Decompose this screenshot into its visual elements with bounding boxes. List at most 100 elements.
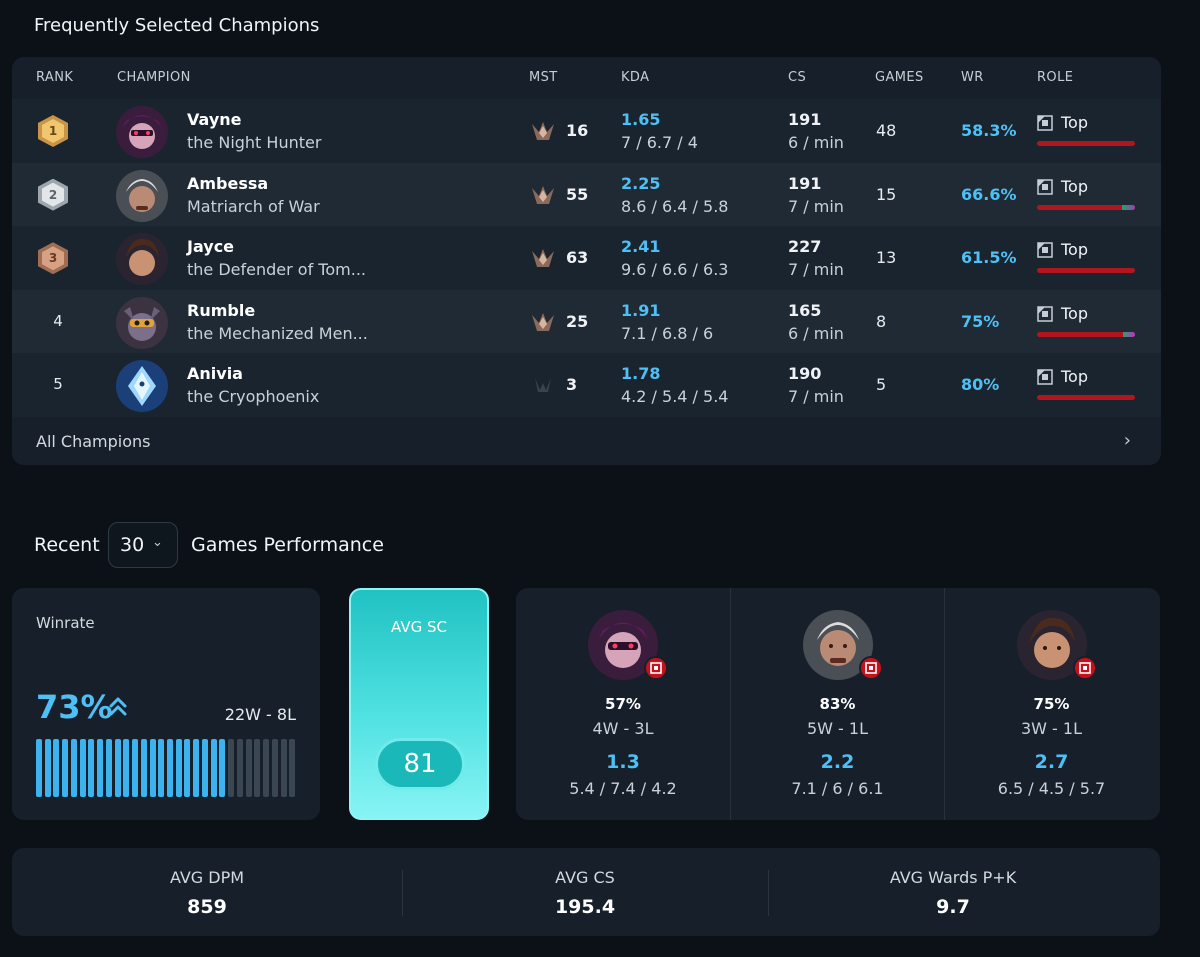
champion-title: the Cryophoenix [187, 387, 320, 407]
top-champions-card: 57% 4W - 3L 1.3 5.4 / 7.4 / 4.2 83% 5W -… [516, 588, 1160, 820]
cs-per-min: 6 / min [788, 323, 844, 343]
games-count-select[interactable]: 30 ⌄ [108, 522, 178, 568]
table-row[interactable]: 3 Jayce the Defender of Tom... 63 2.41 9… [12, 226, 1161, 291]
loss-bar [263, 739, 270, 797]
kda-line: 7.1 / 6.8 / 6 [621, 323, 714, 343]
mastery-icon [532, 185, 554, 204]
mastery-value: 3 [566, 375, 578, 395]
double-chevron-up-icon [109, 697, 127, 716]
games-count: 13 [876, 248, 897, 268]
avg-sc-title: AVG SC [391, 618, 447, 636]
role-label: Top [1061, 113, 1088, 132]
win-bar [123, 739, 130, 797]
recent-label: Recent [34, 534, 100, 556]
top-champion-winrate: 75% [1033, 695, 1070, 713]
role-share-bar [1037, 395, 1135, 401]
header-kda: KDA [621, 70, 650, 85]
loss-bar [236, 739, 243, 797]
winrate-value: 58.3% [961, 121, 1017, 140]
chevron-down-icon: ⌄ [152, 535, 163, 550]
role-label: Top [1061, 303, 1088, 323]
win-bar [70, 739, 77, 797]
divider [402, 870, 403, 916]
winrate-card: Winrate 73% 22W - 8L [12, 588, 320, 820]
stat-value: 195.4 [554, 896, 616, 918]
table-row[interactable]: 1 Vayne the Night Hunter 16 1.65 7 / 6.7… [12, 99, 1161, 163]
champion-title: Matriarch of War [187, 196, 320, 216]
win-bar [158, 739, 165, 797]
avg-dpm-stat: AVG DPM 859 [12, 848, 402, 936]
kda-line: 8.6 / 6.4 / 5.8 [621, 196, 729, 216]
role-share-bar [1037, 268, 1135, 274]
winrate-value: 75% [961, 311, 1000, 331]
kda-ratio: 1.65 [621, 110, 661, 129]
champion-title: the Night Hunter [187, 133, 322, 152]
kda-ratio: 2.41 [621, 237, 661, 257]
winrate-title: Winrate [36, 614, 95, 632]
win-bar [140, 739, 147, 797]
win-bar [97, 739, 104, 797]
all-champions-link[interactable]: All Champions › [12, 417, 1161, 465]
section-title: Frequently Selected Champions [34, 15, 320, 36]
rank-number: 5 [53, 375, 63, 394]
win-bar [149, 739, 156, 797]
win-bar [36, 739, 42, 797]
header-cs: CS [788, 70, 807, 85]
header-games: GAMES [875, 70, 924, 85]
top-champion: 83% 5W - 1L 2.2 7.1 / 6 / 6.1 [730, 588, 944, 820]
rank-medal-icon: 2 [38, 178, 68, 211]
games-count: 48 [876, 121, 897, 140]
win-bar [219, 739, 226, 797]
winrate-record: 22W - 8L [224, 705, 296, 724]
header-mst: MST [529, 70, 558, 85]
role-top-icon [1037, 369, 1053, 386]
role-bar-secondary [1122, 204, 1135, 210]
rank-number: 3 [48, 251, 58, 266]
winrate-game-bars [36, 739, 298, 797]
loss-bar [228, 739, 235, 797]
top-champion-record: 5W - 1L [806, 719, 869, 738]
top-champion-winrate: 57% [605, 695, 641, 713]
role-label: Top [1061, 240, 1088, 260]
win-bar [167, 739, 173, 797]
top-champion-kda: 6.5 / 4.5 / 5.7 [997, 779, 1106, 798]
champion-name: Vayne [187, 110, 242, 129]
champion-avatar [116, 233, 168, 286]
top-champion-kda: 5.4 / 7.4 / 4.2 [569, 779, 677, 798]
mastery-icon [532, 122, 554, 140]
rank-number: 4 [53, 311, 63, 330]
role-label: Top [1061, 367, 1088, 387]
mastery-icon [535, 378, 551, 393]
role-top-icon [1037, 306, 1053, 322]
games-count: 15 [876, 184, 897, 204]
table-row[interactable]: 2 Ambessa Matriarch of War 55 2.25 8.6 /… [12, 162, 1161, 227]
kda-ratio: 2.25 [621, 173, 661, 193]
champion-avatar [803, 610, 873, 680]
table-row[interactable]: 4 Rumble the Mechanized Men... 25 1.91 7… [12, 289, 1161, 354]
header-wr: WR [961, 70, 984, 85]
kda-ratio: 1.78 [621, 364, 661, 384]
games-performance-label: Games Performance [191, 534, 384, 556]
cs-value: 165 [788, 300, 822, 320]
win-bar [105, 739, 112, 797]
champion-avatar [116, 169, 168, 222]
win-bar [62, 739, 69, 797]
loss-bar [271, 739, 278, 797]
stat-label: AVG CS [555, 868, 615, 887]
top-champion-winrate: 83% [819, 695, 856, 713]
champion-avatar [116, 106, 168, 158]
avg-cs-stat: AVG CS 195.4 [402, 848, 768, 936]
champion-name: Anivia [187, 364, 243, 384]
win-bar [53, 739, 60, 797]
table-row[interactable]: 5 Anivia the Cryophoenix 3 1.78 4.2 / 5.… [12, 353, 1161, 418]
all-champions-label: All Champions [36, 432, 151, 451]
cs-per-min: 7 / min [788, 387, 844, 407]
header-rank: RANK [36, 70, 74, 85]
stat-label: AVG DPM [169, 868, 245, 887]
win-bar [184, 739, 191, 797]
avg-wards-stat: AVG Wards P+K 9.7 [768, 848, 1138, 936]
kda-ratio: 1.91 [621, 300, 661, 320]
champion-name: Ambessa [187, 173, 269, 193]
stat-value: 9.7 [936, 896, 970, 918]
avg-sc-badge: 81 [375, 738, 465, 790]
